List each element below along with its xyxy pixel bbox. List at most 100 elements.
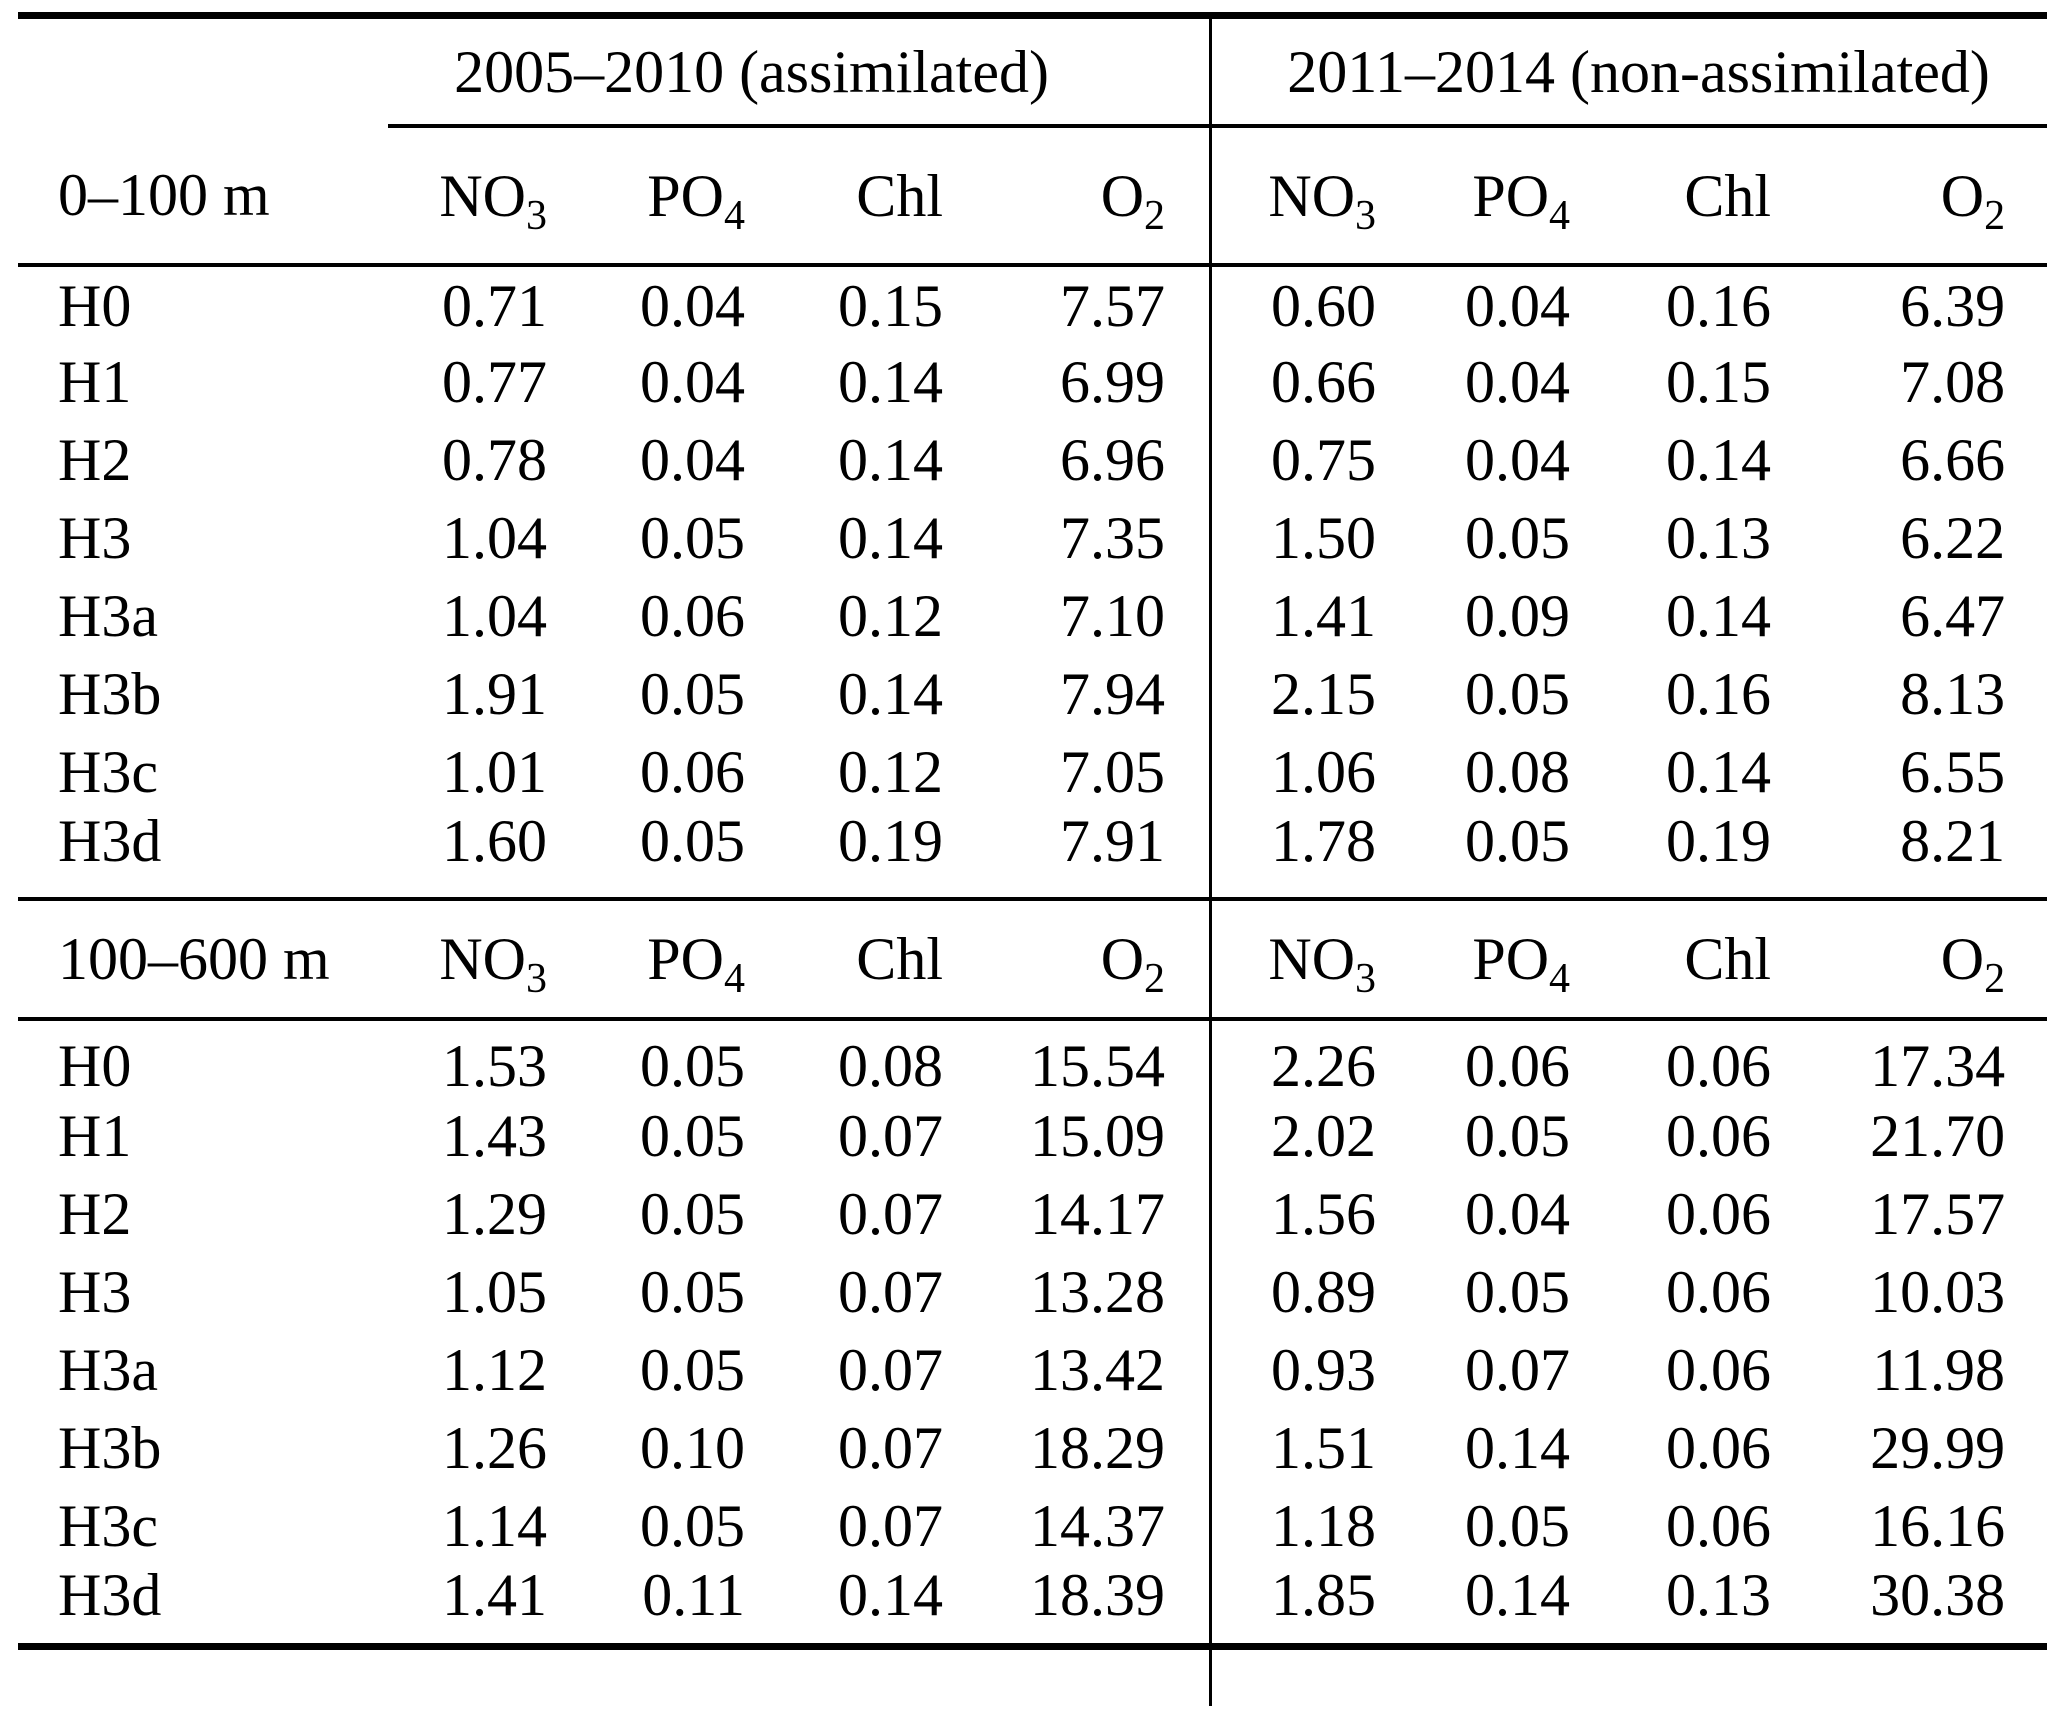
table-row: H2 0.78 0.04 0.14 6.96 0.75 0.04 0.14 6.… bbox=[18, 421, 2047, 499]
value-cell: 0.07 bbox=[838, 1415, 943, 1481]
value-cell: 0.14 bbox=[838, 427, 943, 493]
value-cell: 0.09 bbox=[1465, 583, 1571, 649]
value-cell: 1.50 bbox=[1271, 505, 1377, 571]
col-header-o2-nonassimilated: O2 bbox=[1771, 899, 2048, 1021]
value-cell: 1.04 bbox=[442, 505, 547, 571]
value-cell: 0.12 bbox=[838, 739, 943, 805]
run-label: H3c bbox=[58, 1493, 158, 1559]
value-cell: 1.05 bbox=[442, 1259, 547, 1325]
value-cell: 0.06 bbox=[1666, 1033, 1772, 1099]
value-cell: 17.34 bbox=[1870, 1033, 2006, 1099]
value-cell: 0.06 bbox=[1666, 1337, 1772, 1403]
value-cell: 6.55 bbox=[1900, 739, 2006, 805]
value-cell: 0.06 bbox=[640, 583, 745, 649]
table-row: H0 0.71 0.04 0.15 7.57 0.60 0.04 0.16 6.… bbox=[18, 265, 2047, 343]
value-cell: 0.05 bbox=[640, 1337, 745, 1403]
value-cell: 14.37 bbox=[1030, 1493, 1166, 1559]
value-cell: 0.05 bbox=[1465, 505, 1571, 571]
col-header-no3-nonassimilated: NO3 bbox=[1165, 126, 1377, 267]
value-cell: 0.14 bbox=[1666, 427, 1772, 493]
col-header-po4-assimilated: PO4 bbox=[547, 126, 745, 267]
value-cell: 0.06 bbox=[1666, 1181, 1772, 1247]
col-header-no3-nonassimilated: NO3 bbox=[1165, 899, 1377, 1021]
run-label: H3 bbox=[58, 1259, 132, 1325]
value-cell: 0.19 bbox=[838, 808, 943, 874]
value-cell: 0.89 bbox=[1271, 1259, 1377, 1325]
value-cell: 0.19 bbox=[1666, 808, 1772, 874]
column-header-row: 0–100 m NO3 PO4 Chl O2 NO3 PO4 Chl O2 bbox=[18, 126, 2048, 267]
corner-cell bbox=[18, 16, 388, 127]
col-header-o2-assimilated: O2 bbox=[943, 126, 1166, 267]
value-cell: 0.13 bbox=[1666, 1562, 1772, 1628]
value-cell: 11.98 bbox=[1872, 1337, 2006, 1403]
value-cell: 0.05 bbox=[640, 1033, 745, 1099]
value-cell: 0.15 bbox=[838, 273, 943, 339]
value-cell: 1.41 bbox=[442, 1562, 547, 1628]
value-cell: 0.06 bbox=[1666, 1415, 1772, 1481]
value-cell: 0.07 bbox=[838, 1259, 943, 1325]
run-label: H3a bbox=[58, 1337, 158, 1403]
value-cell: 1.18 bbox=[1271, 1493, 1377, 1559]
value-cell: 0.07 bbox=[1465, 1337, 1571, 1403]
table-row: H2 1.29 0.05 0.07 14.17 1.56 0.04 0.06 1… bbox=[18, 1175, 2047, 1253]
table-row: H3c 1.14 0.05 0.07 14.37 1.18 0.05 0.06 … bbox=[18, 1487, 2047, 1565]
value-cell: 6.99 bbox=[1060, 349, 1166, 415]
value-cell: 0.06 bbox=[1666, 1103, 1772, 1169]
value-cell: 6.39 bbox=[1900, 273, 2006, 339]
value-cell: 0.06 bbox=[1465, 1033, 1571, 1099]
value-cell: 0.75 bbox=[1271, 427, 1377, 493]
value-cell: 0.10 bbox=[640, 1415, 745, 1481]
col-header-po4-nonassimilated: PO4 bbox=[1376, 899, 1571, 1021]
value-cell: 0.05 bbox=[640, 1181, 745, 1247]
depth-range-label: 100–600 m bbox=[18, 899, 388, 1021]
value-cell: 7.94 bbox=[1060, 661, 1166, 727]
value-cell: 13.42 bbox=[1030, 1337, 1166, 1403]
table-row: H0 1.53 0.05 0.08 15.54 2.26 0.06 0.06 1… bbox=[18, 1019, 2047, 1097]
value-cell: 0.78 bbox=[442, 427, 547, 493]
value-cell: 0.05 bbox=[1465, 1259, 1571, 1325]
value-cell: 13.28 bbox=[1030, 1259, 1166, 1325]
value-cell: 1.06 bbox=[1271, 739, 1377, 805]
value-cell: 0.14 bbox=[838, 1562, 943, 1628]
col-header-chl-nonassimilated: Chl bbox=[1570, 899, 1772, 1021]
table-row: H3d 1.60 0.05 0.19 7.91 1.78 0.05 0.19 8… bbox=[18, 811, 2047, 899]
value-cell: 1.53 bbox=[442, 1033, 547, 1099]
table-row: H3c 1.01 0.06 0.12 7.05 1.06 0.08 0.14 6… bbox=[18, 733, 2047, 811]
table-row: H3a 1.04 0.06 0.12 7.10 1.41 0.09 0.14 6… bbox=[18, 577, 2047, 655]
value-cell: 0.04 bbox=[1465, 427, 1571, 493]
col-header-chl-assimilated: Chl bbox=[745, 126, 943, 267]
value-cell: 7.05 bbox=[1060, 739, 1166, 805]
value-cell: 1.43 bbox=[442, 1103, 547, 1169]
value-cell: 8.21 bbox=[1900, 808, 2006, 874]
value-cell: 0.06 bbox=[1666, 1493, 1772, 1559]
value-cell: 6.22 bbox=[1900, 505, 2006, 571]
run-label: H3a bbox=[58, 583, 158, 649]
value-cell: 0.12 bbox=[838, 583, 943, 649]
value-cell: 14.17 bbox=[1030, 1181, 1166, 1247]
value-cell: 29.99 bbox=[1870, 1415, 2006, 1481]
value-cell: 0.05 bbox=[640, 1259, 745, 1325]
value-cell: 1.41 bbox=[1271, 583, 1377, 649]
value-cell: 8.13 bbox=[1900, 661, 2006, 727]
value-cell: 0.04 bbox=[640, 273, 745, 339]
value-cell: 0.05 bbox=[1465, 1493, 1571, 1559]
value-cell: 17.57 bbox=[1870, 1181, 2006, 1247]
value-cell: 1.04 bbox=[442, 583, 547, 649]
col-header-chl-nonassimilated: Chl bbox=[1570, 126, 1772, 267]
value-cell: 0.66 bbox=[1271, 349, 1377, 415]
value-cell: 0.04 bbox=[1465, 273, 1571, 339]
value-cell: 1.12 bbox=[442, 1337, 547, 1403]
value-cell: 7.35 bbox=[1060, 505, 1166, 571]
group-header-assimilated: 2005–2010 (assimilated) bbox=[388, 15, 1166, 128]
value-cell: 1.60 bbox=[442, 808, 547, 874]
value-cell: 0.07 bbox=[838, 1103, 943, 1169]
value-cell: 0.14 bbox=[1465, 1562, 1571, 1628]
value-cell: 0.06 bbox=[1666, 1259, 1772, 1325]
value-cell: 6.96 bbox=[1060, 427, 1166, 493]
value-cell: 18.39 bbox=[1030, 1562, 1166, 1628]
table-row: H3 1.04 0.05 0.14 7.35 1.50 0.05 0.13 6.… bbox=[18, 499, 2047, 577]
value-cell: 0.14 bbox=[1666, 739, 1772, 805]
run-label: H2 bbox=[58, 427, 132, 493]
run-label: H1 bbox=[58, 1103, 132, 1169]
col-header-po4-assimilated: PO4 bbox=[547, 899, 745, 1021]
